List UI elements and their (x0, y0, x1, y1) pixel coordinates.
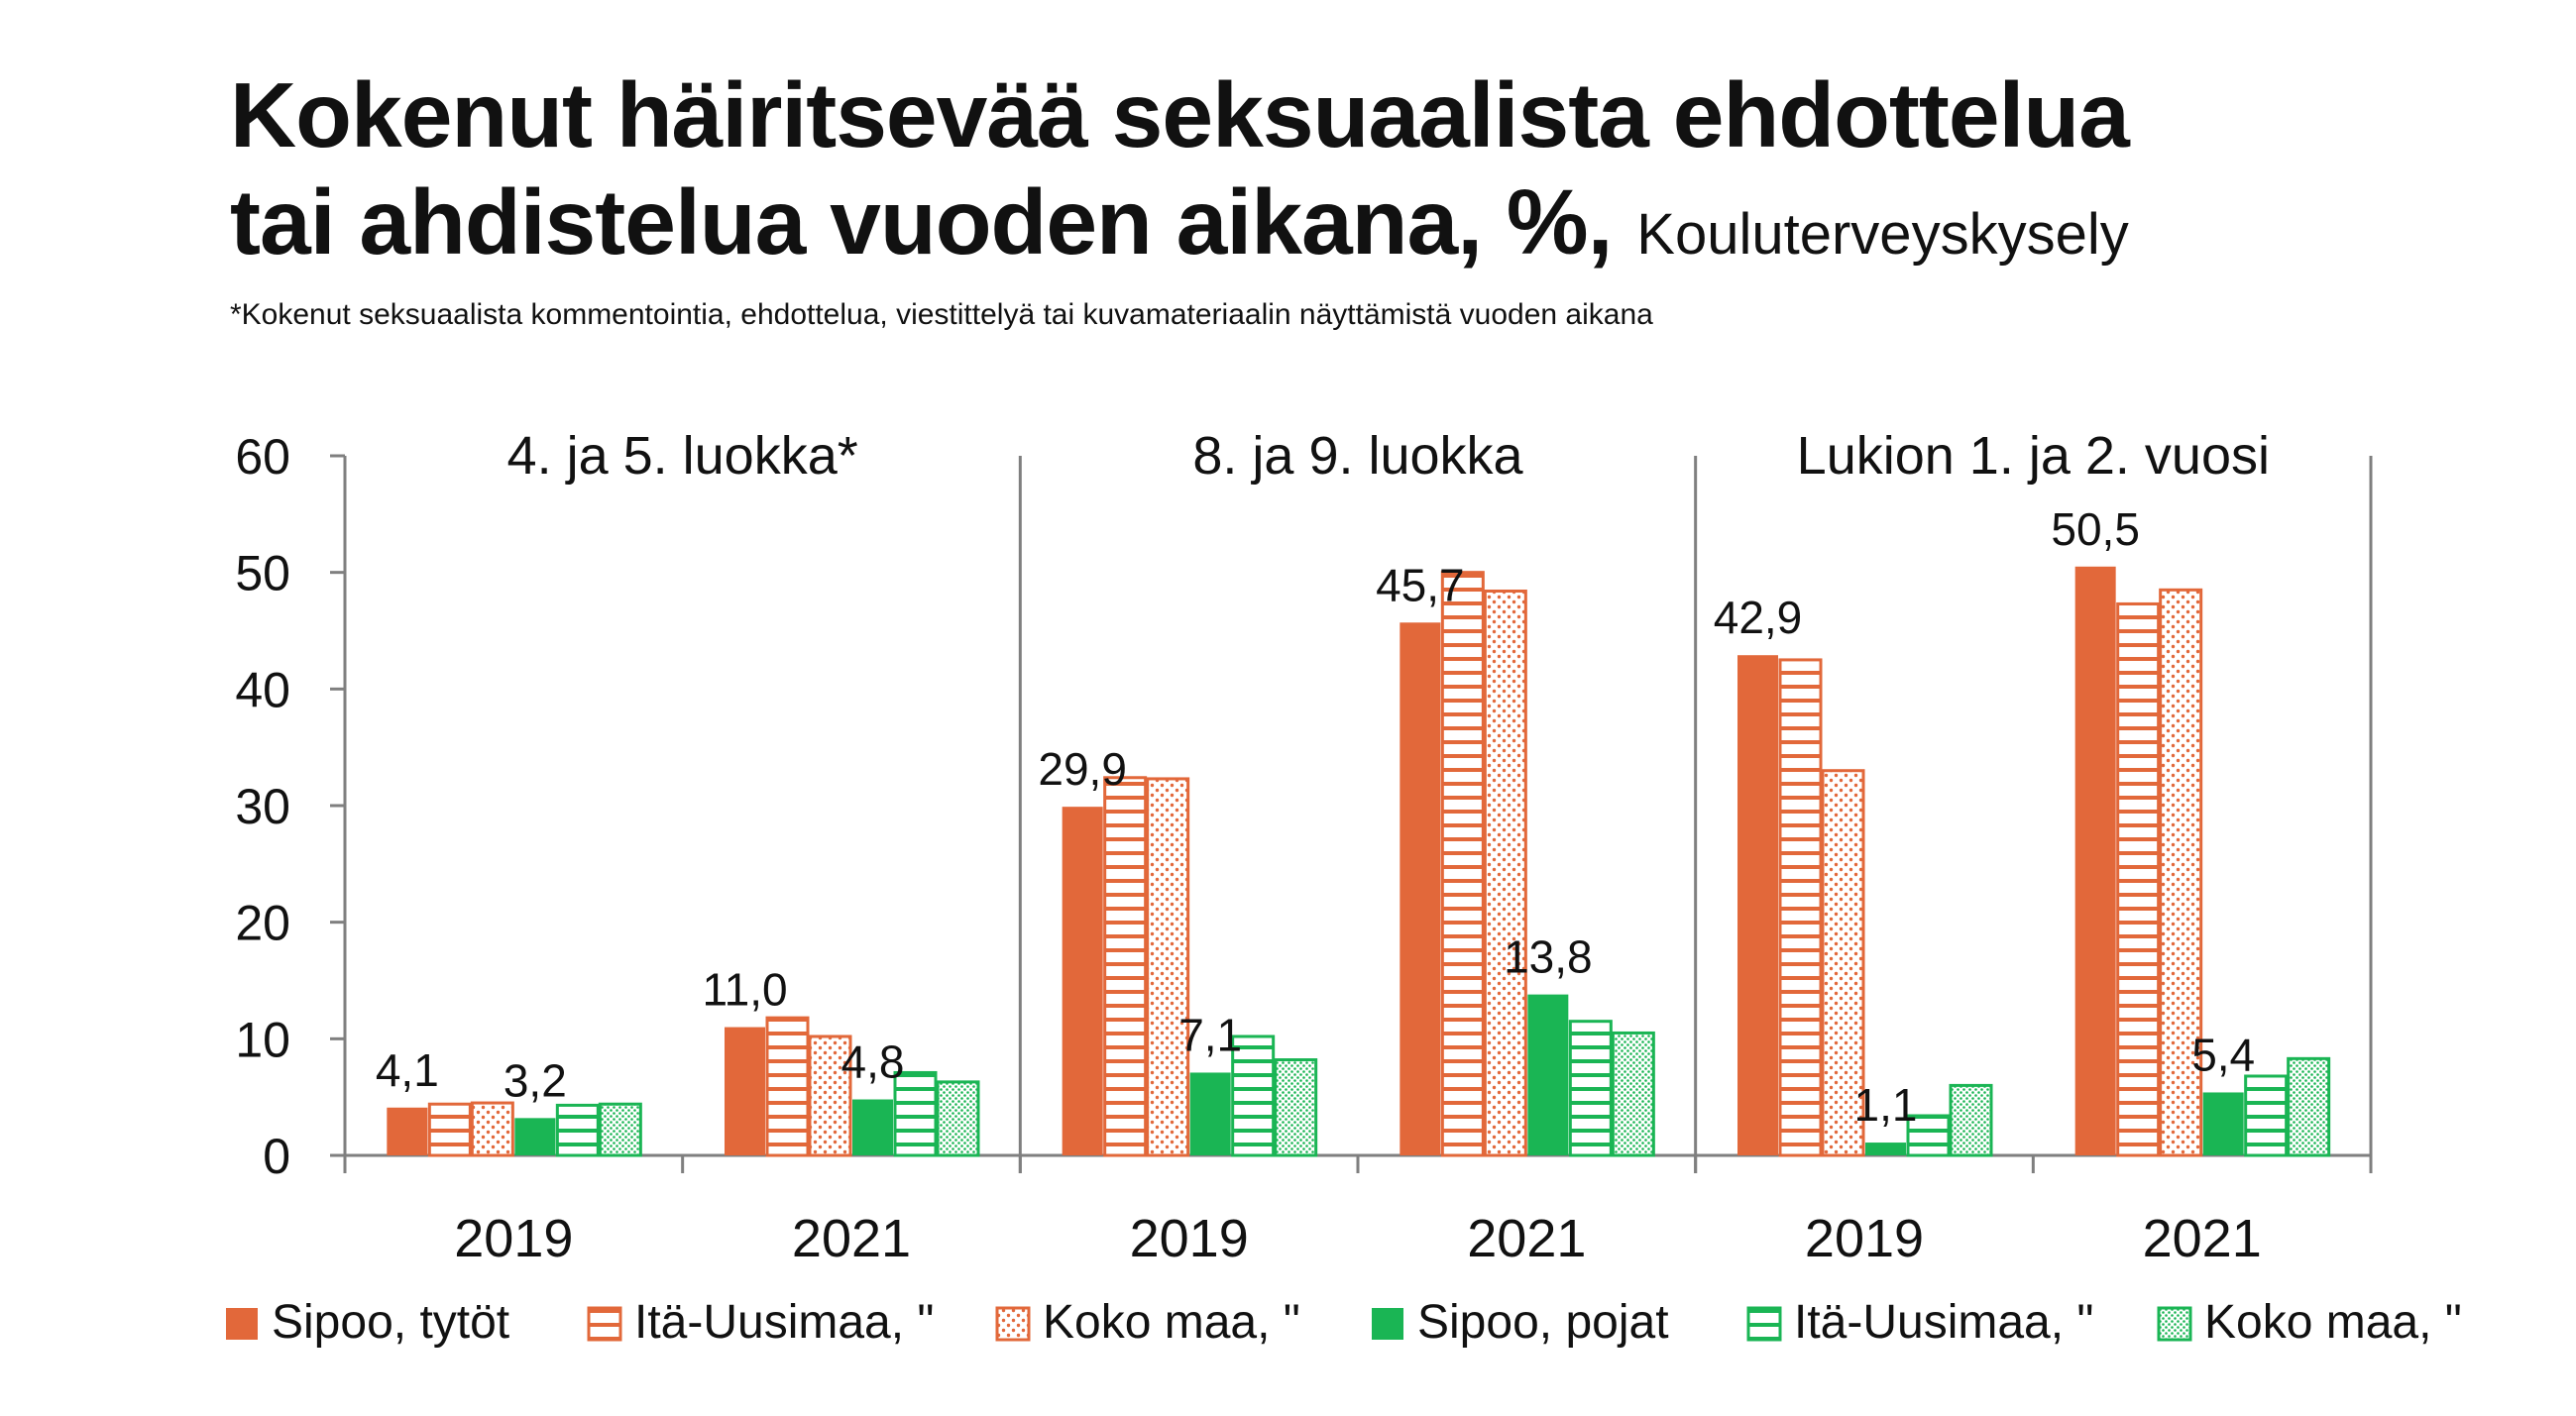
x-tick-label: 2019 (454, 1209, 573, 1268)
bar (2202, 1092, 2244, 1155)
legend-swatch (1372, 1308, 1403, 1340)
group-label: 8. ja 9. luokka (1192, 426, 1523, 486)
y-tick-label: 40 (235, 662, 290, 717)
bar (1821, 769, 1865, 1157)
legend-swatch (1746, 1306, 1782, 1342)
bar (1440, 571, 1485, 1157)
bar (1103, 776, 1148, 1157)
data-label: 4,1 (376, 1044, 439, 1096)
y-tick-label: 50 (235, 546, 290, 601)
data-label: 45,7 (1376, 559, 1465, 610)
legend-label: Koko maa, " (1043, 1296, 1300, 1349)
bar (555, 1103, 600, 1157)
bar (1778, 658, 1823, 1157)
chart-subtitle: *Kokenut seksuaalista kommentointia, ehd… (230, 298, 1653, 331)
data-label: 50,5 (2051, 503, 2140, 555)
bar (2074, 566, 2116, 1155)
bar (2287, 1056, 2331, 1157)
x-tick-label: 2019 (1805, 1209, 1924, 1268)
chart-source: Kouluterveyskysely (1636, 202, 2129, 267)
group-label: Lukion 1. ja 2. vuosi (1797, 426, 2270, 486)
bar (1527, 994, 1569, 1155)
legend-label: Koko maa, " (2204, 1296, 2462, 1349)
bar (1189, 1072, 1231, 1155)
bar (598, 1102, 642, 1157)
axes: 0 10 20 30 40 50 60 4. ja 5. luokka* 8. ja 9. lu… (235, 426, 2373, 1268)
bar (893, 1070, 938, 1157)
bar (1611, 1031, 1655, 1157)
bar (2244, 1074, 2289, 1157)
data-labels: 4,1 11,0 29,9 45,7 42,9 50,5 3,2 4,8 7,1 13,8 1,1 5… (376, 503, 2255, 1131)
bar (852, 1099, 893, 1155)
bar (2116, 601, 2161, 1157)
bar (1949, 1083, 1993, 1157)
bar (427, 1102, 472, 1157)
bar (1737, 655, 1778, 1155)
legend-label: Itä-Uusimaa, " (1794, 1296, 2093, 1349)
x-tick-label: 2021 (2143, 1209, 2262, 1268)
legend-swatch (995, 1306, 1031, 1342)
data-label: 4,8 (841, 1036, 905, 1088)
y-tick-label: 60 (235, 429, 290, 485)
data-label: 29,9 (1038, 743, 1127, 795)
data-label: 11,0 (702, 964, 787, 1016)
bar (1231, 1035, 1276, 1157)
bar (387, 1107, 428, 1155)
group-label: 4. ja 5. luokka* (507, 426, 858, 486)
x-tick-label: 2021 (792, 1209, 911, 1268)
bars (387, 566, 2331, 1157)
chart-title-line2: tai ahdistelua vuoden aikana, %, Koulute… (230, 168, 2510, 288)
chart-title-line2-text: tai ahdistelua vuoden aikana, %, (230, 170, 1613, 273)
x-tick-label: 2021 (1467, 1209, 1586, 1268)
bar (1062, 807, 1103, 1155)
legend-swatch (226, 1308, 258, 1340)
data-label: 1,1 (1854, 1079, 1918, 1131)
bar (765, 1016, 810, 1157)
bar (2159, 588, 2203, 1157)
data-label: 7,1 (1178, 1009, 1242, 1060)
y-tick-label: 0 (263, 1129, 290, 1184)
legend-label: Sipoo, pojat (1417, 1296, 1669, 1349)
bar (1274, 1058, 1318, 1157)
legend-swatch (2157, 1306, 2192, 1342)
y-tick-label: 30 (235, 779, 290, 834)
legend: Sipoo, tytöt Itä-Uusimaa, " Koko maa, " Sip… (226, 1296, 2462, 1349)
bar (1568, 1020, 1613, 1157)
bar (1483, 589, 1527, 1157)
x-tick-label: 2019 (1130, 1209, 1249, 1268)
chart-title-line1: Kokenut häiritsevää seksuaalista ehdotte… (230, 63, 2130, 166)
bar (470, 1101, 514, 1157)
data-label: 3,2 (504, 1054, 567, 1106)
legend-swatch (587, 1306, 622, 1342)
bar (1865, 1143, 1906, 1155)
legend-label: Sipoo, tytöt (272, 1296, 509, 1349)
bar (1400, 622, 1441, 1155)
bar (725, 1027, 765, 1155)
y-tick-label: 20 (235, 896, 290, 951)
bar (1146, 777, 1190, 1157)
bar (514, 1118, 556, 1155)
bar (808, 1035, 852, 1157)
title-block: Kokenut häiritsevää seksuaalista ehdotte… (230, 61, 2510, 332)
legend-label: Itä-Uusimaa, " (634, 1296, 934, 1349)
y-tick-label: 10 (235, 1012, 290, 1067)
data-label: 5,4 (2191, 1029, 2255, 1080)
bar (936, 1080, 980, 1157)
data-label: 13,8 (1504, 931, 1593, 983)
bar (1906, 1114, 1951, 1157)
data-label: 42,9 (1714, 592, 1803, 643)
